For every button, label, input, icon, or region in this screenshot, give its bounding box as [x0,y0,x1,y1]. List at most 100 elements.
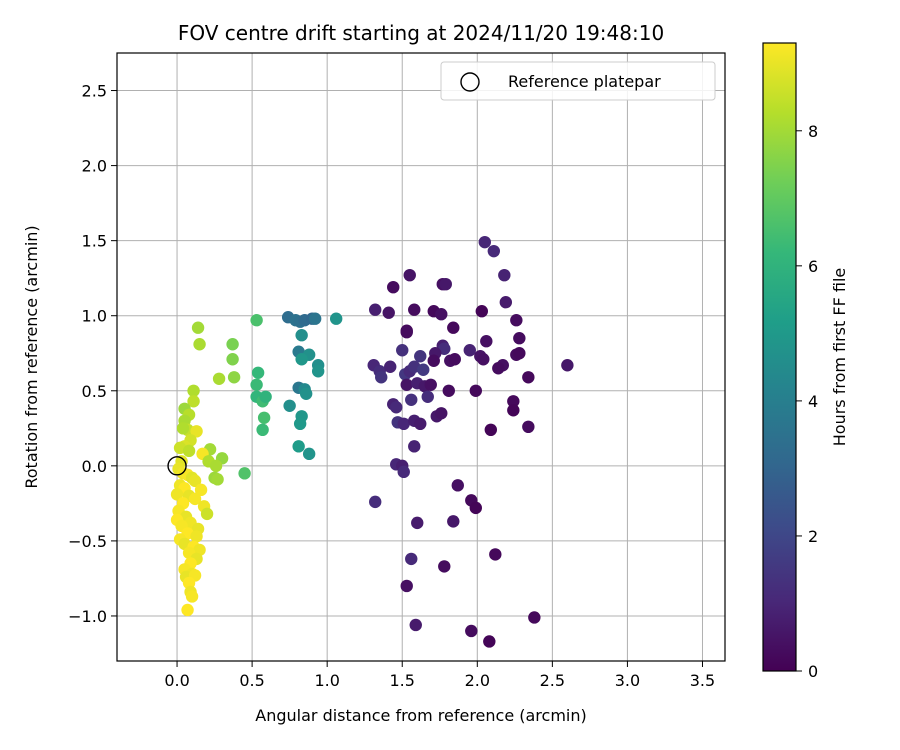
data-point [302,447,316,461]
data-point [435,407,448,420]
data-point [251,366,265,379]
data-point [226,353,239,366]
y-tick-label: −1.0 [68,607,107,626]
legend-label: Reference platepar [508,72,661,91]
data-point [448,353,461,366]
x-tick-label: 3.5 [690,671,715,690]
data-point [187,395,200,408]
data-point [480,335,493,348]
data-point [400,579,413,593]
data-point [292,440,305,453]
data-point [170,488,184,501]
data-point [212,372,226,385]
data-point [483,635,496,648]
data-point [200,507,214,521]
data-point [487,244,501,258]
y-axis-label: Rotation from reference (arcmin) [22,225,41,488]
colorbar-ticks: 0 2 4 6 8 [796,122,818,681]
data-point [226,338,239,351]
data-points [167,235,574,648]
x-tick-label: 2.5 [540,671,565,690]
data-point [438,560,451,573]
data-point [477,353,490,366]
data-point [421,390,434,403]
data-point [227,371,241,384]
data-point [188,474,202,488]
colorbar-tick-label: 0 [808,662,818,681]
y-axis-ticks: −1.0 −0.5 0.0 0.5 1.0 1.5 2.0 2.5 [68,82,117,626]
colorbar-tick-label: 2 [808,527,818,546]
x-axis-ticks: 0.0 0.5 1.0 1.5 2.0 2.5 3.0 3.5 [164,661,715,690]
data-point [403,268,416,282]
colorbar-tick-label: 8 [808,122,818,141]
data-point [499,296,513,309]
data-point [283,399,296,412]
data-point [492,362,505,375]
data-point [329,312,343,325]
data-point [484,423,498,437]
data-point [176,422,190,435]
reference-platepar-marker [167,456,187,476]
y-tick-label: 1.5 [82,232,107,251]
data-point [465,624,478,638]
data-point [295,353,308,366]
x-tick-label: 1.5 [390,671,415,690]
data-point [447,321,460,334]
data-point [469,501,482,515]
data-point [190,530,203,543]
data-point [400,326,413,339]
data-point [463,344,476,357]
data-point [369,303,382,316]
data-point [442,384,455,397]
data-point [522,371,535,384]
data-point [510,314,523,327]
colorbar: 0 2 4 6 8 Hours from first FF file [762,42,849,681]
data-point [414,417,427,431]
data-point [382,306,395,319]
data-point [396,344,409,357]
data-point [507,404,520,417]
data-point [475,305,488,318]
data-point [414,350,427,363]
data-point [522,420,535,434]
data-point [489,548,502,561]
x-tick-label: 2.0 [465,671,490,690]
data-point [185,590,199,603]
data-point [384,360,397,373]
data-point [513,332,526,345]
chart-title: FOV centre drift starting at 2024/11/20 … [178,21,664,45]
x-axis-label: Angular distance from reference (arcmin) [255,706,586,725]
data-point [528,611,541,624]
colorbar-label: Hours from first FF file [830,268,849,447]
data-point [181,603,194,617]
data-point [451,479,464,492]
data-point [193,338,206,351]
data-point [209,459,223,473]
data-point [408,303,421,316]
legend-box [440,61,716,101]
legend: Reference platepar [440,61,716,101]
data-point [250,314,263,327]
data-point [411,516,424,530]
data-point [397,417,410,431]
y-tick-label: 2.0 [82,157,107,176]
data-point [250,378,263,391]
data-point [405,552,418,566]
colorbar-tick-label: 6 [808,257,818,276]
y-tick-label: 0.5 [82,382,107,401]
colorbar-tick-label: 4 [808,392,818,411]
data-point [469,384,482,397]
data-point [417,363,430,376]
data-point [211,473,224,486]
data-point [295,329,308,342]
data-point [194,483,208,497]
y-tick-label: 2.5 [82,82,107,101]
data-point [447,515,460,528]
data-point [498,268,511,282]
data-point [187,384,200,397]
y-tick-label: −0.5 [68,532,107,551]
data-point [435,308,448,321]
x-tick-label: 3.0 [615,671,640,690]
data-point [439,277,452,291]
data-point [256,423,269,437]
